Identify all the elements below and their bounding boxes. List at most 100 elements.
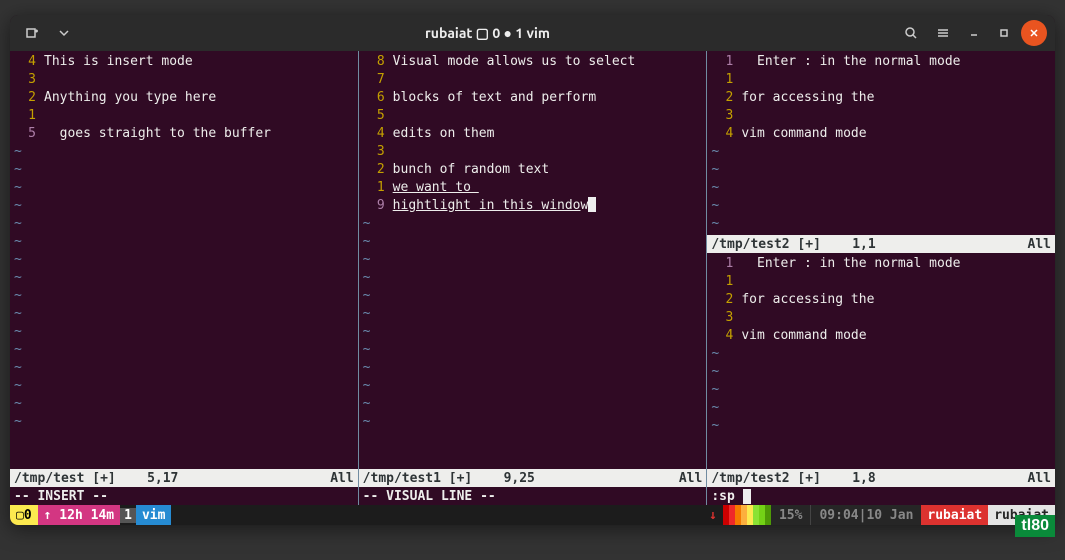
- tilde-marker: ~: [10, 233, 22, 251]
- status-pos: 9,25: [504, 471, 535, 486]
- editor-line[interactable]: 4edits on them: [359, 125, 707, 143]
- tilde-marker: ~: [359, 287, 371, 305]
- tilde-marker: ~: [10, 377, 22, 395]
- editor-line[interactable]: 1we want to: [359, 179, 707, 197]
- line-text: hightlight in this windo: [393, 197, 581, 215]
- cursor-icon: [743, 489, 751, 504]
- line-number: 1: [707, 71, 741, 89]
- pane-right[interactable]: 1 Enter : in the normal mode12for access…: [707, 51, 1055, 505]
- editor-line[interactable]: 2for accessing the: [707, 291, 1055, 309]
- pane-middle[interactable]: 8Visual mode allows us to select76blocks…: [359, 51, 708, 505]
- tilde-marker: ~: [707, 417, 719, 435]
- tilde-marker: ~: [10, 341, 22, 359]
- terminal-window: rubaiat ▢ 0 ● 1 vim 4This is insert mode…: [10, 15, 1055, 525]
- tilde-marker: ~: [10, 287, 22, 305]
- line-number: 1: [359, 179, 393, 197]
- line-number: 3: [359, 143, 393, 161]
- editor-line[interactable]: 5 goes straight to the buffer: [10, 125, 358, 143]
- search-button[interactable]: [897, 21, 925, 45]
- editor-line[interactable]: 5: [359, 107, 707, 125]
- new-tab-button[interactable]: [18, 21, 46, 45]
- line-number: 3: [707, 309, 741, 327]
- editor-line[interactable]: 9hightlight in this window: [359, 197, 707, 215]
- editor-line[interactable]: 6blocks of text and perform: [359, 89, 707, 107]
- editor-line[interactable]: 1: [707, 273, 1055, 291]
- date: 10 Jan: [866, 508, 913, 523]
- line-text: edits on them: [393, 125, 495, 143]
- line-number: 4: [707, 327, 741, 345]
- tilde-marker: ~: [10, 215, 22, 233]
- tilde-marker: ~: [359, 341, 371, 359]
- statusline-mid: /tmp/test1 [+] 9,25 All: [359, 469, 707, 487]
- tilde-marker: ~: [10, 197, 22, 215]
- line-number: 1: [707, 53, 741, 71]
- time: 09:04: [819, 508, 858, 523]
- line-number: 2: [707, 89, 741, 107]
- editor-line[interactable]: 1 Enter : in the normal mode: [707, 53, 1055, 71]
- status-pos: 5,17: [147, 471, 178, 486]
- editor-line[interactable]: 2for accessing the: [707, 89, 1055, 107]
- tab-menu-button[interactable]: [50, 21, 78, 45]
- editor-line[interactable]: 3: [359, 143, 707, 161]
- line-text: bunch of random text: [393, 161, 550, 179]
- minimize-button[interactable]: [961, 20, 987, 46]
- tilde-marker: ~: [359, 323, 371, 341]
- status-file: /tmp/test [+]: [14, 471, 116, 486]
- line-number: 6: [359, 89, 393, 107]
- line-number: 4: [10, 53, 44, 71]
- editor-line[interactable]: 1 Enter : in the normal mode: [707, 255, 1055, 273]
- tilde-marker: ~: [10, 143, 22, 161]
- win-num: 1: [120, 508, 136, 523]
- line-number: 2: [707, 291, 741, 309]
- close-button[interactable]: [1021, 20, 1047, 46]
- tmux-window[interactable]: 1vim: [120, 505, 171, 525]
- tilde-marker: ~: [10, 359, 22, 377]
- editor-line[interactable]: 2Anything you type here: [10, 89, 358, 107]
- line-text: for accessing the: [741, 291, 874, 309]
- status-file: /tmp/test2 [+]: [711, 237, 821, 252]
- menu-button[interactable]: [929, 21, 957, 45]
- win-name: vim: [136, 505, 171, 525]
- editor-line[interactable]: 3: [707, 107, 1055, 125]
- tilde-marker: ~: [707, 381, 719, 399]
- line-text: Anything you type here: [44, 89, 216, 107]
- editor-line[interactable]: 1: [10, 107, 358, 125]
- cmdline-right[interactable]: :sp: [707, 487, 1055, 505]
- modeline-left: -- INSERT --: [10, 487, 358, 505]
- line-text: Enter : in the normal mode: [741, 255, 960, 273]
- line-number: 7: [359, 71, 393, 89]
- tilde-marker: ~: [359, 305, 371, 323]
- tilde-marker: ~: [707, 363, 719, 381]
- session-num: 0: [24, 508, 32, 523]
- editor-line[interactable]: 3: [10, 71, 358, 89]
- editor-line[interactable]: 8Visual mode allows us to select: [359, 53, 707, 71]
- line-text: for accessing the: [741, 89, 874, 107]
- line-number: 1: [707, 273, 741, 291]
- editor-line[interactable]: 4vim command mode: [707, 327, 1055, 345]
- editor-line[interactable]: 7: [359, 71, 707, 89]
- down-arrow-icon: ↓: [703, 505, 723, 525]
- tmux-cpu: 15%: [771, 505, 810, 525]
- titlebar: rubaiat ▢ 0 ● 1 vim: [10, 15, 1055, 51]
- tilde-marker: ~: [359, 215, 371, 233]
- tmux-session[interactable]: ▢0: [10, 505, 38, 525]
- modeline-mid: -- VISUAL LINE --: [359, 487, 707, 505]
- editor-line[interactable]: 3: [707, 309, 1055, 327]
- tilde-marker: ~: [707, 179, 719, 197]
- editor-line[interactable]: 1: [707, 71, 1055, 89]
- statusline-left: /tmp/test [+] 5,17 All: [10, 469, 358, 487]
- tilde-marker: ~: [10, 179, 22, 197]
- pane-left[interactable]: 4This is insert mode32Anything you type …: [10, 51, 359, 505]
- maximize-button[interactable]: [991, 20, 1017, 46]
- line-text: Enter : in the normal mode: [741, 53, 960, 71]
- tilde-marker: ~: [359, 395, 371, 413]
- editor-line[interactable]: 4This is insert mode: [10, 53, 358, 71]
- line-text: vim command mode: [741, 327, 866, 345]
- tmux-user: rubaiat: [921, 505, 988, 525]
- editor-line[interactable]: 2bunch of random text: [359, 161, 707, 179]
- line-number: 2: [10, 89, 44, 107]
- tilde-marker: ~: [359, 413, 371, 431]
- tilde-marker: ~: [707, 161, 719, 179]
- tilde-marker: ~: [10, 323, 22, 341]
- editor-line[interactable]: 4vim command mode: [707, 125, 1055, 143]
